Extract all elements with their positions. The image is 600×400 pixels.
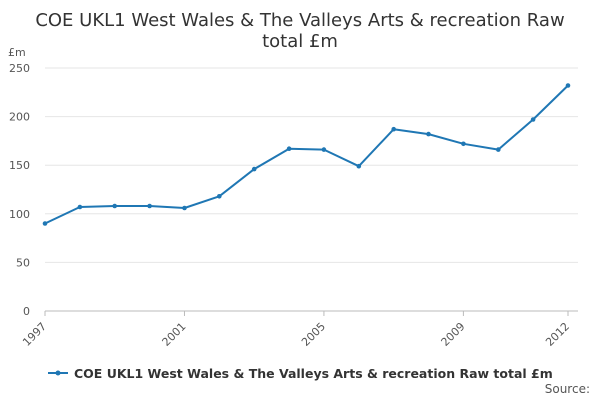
- series-line: [44, 84, 569, 225]
- data-point[interactable]: [461, 141, 466, 147]
- chart-title-line-2: total £m: [262, 31, 338, 52]
- y-tick-label: 50: [16, 256, 30, 269]
- x-tick-label: 2001: [160, 320, 189, 349]
- data-point[interactable]: [147, 203, 152, 209]
- data-point[interactable]: [251, 166, 257, 172]
- y-tick-label: 150: [9, 159, 30, 172]
- data-point[interactable]: [42, 221, 48, 226]
- y-tick-label: 100: [9, 208, 30, 221]
- data-point[interactable]: [217, 194, 222, 199]
- gridlines: [45, 67, 578, 312]
- chart-title-line-1: COE UKL1 West Wales & The Valleys Arts &…: [35, 10, 564, 31]
- x-tick-label: 2005: [299, 320, 328, 349]
- y-unit-label: £m: [8, 46, 26, 59]
- legend[interactable]: COE UKL1 West Wales & The Valleys Arts &…: [48, 366, 553, 381]
- x-tick-label: 2009: [439, 320, 468, 349]
- x-tick-label: 2012: [543, 320, 572, 349]
- source-label: Source:: [545, 382, 590, 396]
- data-point[interactable]: [530, 117, 536, 122]
- data-point[interactable]: [565, 83, 571, 88]
- data-point[interactable]: [426, 131, 431, 137]
- y-tick-label: 250: [9, 62, 30, 75]
- data-point[interactable]: [77, 204, 83, 210]
- x-axis-ticks: 1997 2001 2005 2009 2012: [20, 311, 572, 349]
- data-point[interactable]: [286, 146, 292, 151]
- y-tick-label: 0: [23, 305, 30, 318]
- y-tick-label: 200: [9, 111, 30, 124]
- data-point[interactable]: [182, 205, 187, 211]
- data-point[interactable]: [321, 147, 327, 152]
- x-tick-label: 1997: [20, 320, 49, 349]
- y-axis-ticks: 0 50 100 150 200 250: [9, 62, 30, 318]
- series-group: [42, 83, 571, 226]
- legend-label: COE UKL1 West Wales & The Valleys Arts &…: [74, 366, 553, 381]
- data-point[interactable]: [112, 203, 117, 209]
- data-point[interactable]: [391, 126, 397, 132]
- data-point[interactable]: [356, 163, 362, 169]
- data-point[interactable]: [496, 147, 501, 152]
- legend-point-marker: [55, 370, 61, 376]
